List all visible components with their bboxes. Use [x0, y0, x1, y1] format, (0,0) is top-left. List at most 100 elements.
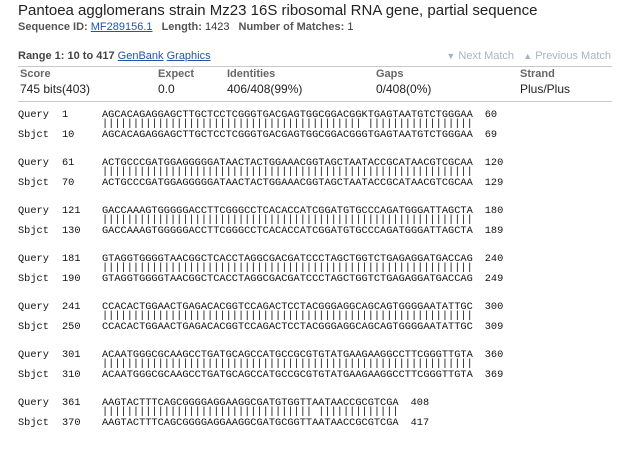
query-start: 121	[62, 205, 81, 217]
query-label: Query	[18, 397, 49, 409]
score-label: Score	[20, 68, 51, 80]
gaps-value: 0/408(0%)	[376, 82, 432, 96]
query-row: Query 1 AGCACAGAGGAGCTTGCTCCTCGGGTGACGAGTG…	[18, 109, 497, 121]
sequence-id-link[interactable]: MF289156.1	[90, 21, 153, 33]
sbjct-sequence: ACAATGGGCGCAAGCCTGATGCAGCCATGCCGCGTGTATG…	[102, 369, 473, 381]
match-line: ||||||||||||||||||||||||||||||||||||||||…	[102, 214, 473, 226]
sbjct-start: 130	[62, 225, 81, 237]
query-label: Query	[18, 349, 49, 361]
identities-value: 406/408(99%)	[227, 82, 303, 96]
query-label: Query	[18, 109, 49, 121]
query-start: 301	[62, 349, 81, 361]
query-label: Query	[18, 157, 49, 169]
range-line: Range 1: 10 to 417 GenBank Graphics	[18, 50, 211, 62]
query-sequence: CCACACTGGAACTGAGACACGGTCCAGACTCCTACGGGAG…	[102, 301, 473, 313]
sbjct-end: 417	[410, 417, 430, 429]
query-row: Query 121 GACCAAAGTGGGGGACCTTCGGGCCTCACACC…	[18, 205, 504, 217]
previous-match-button[interactable]: ▲ Previous Match	[523, 50, 611, 62]
sbjct-row: Sbjct 310 ACAATGGGCGCAAGCCTGATGCAGCCATGCCG…	[18, 369, 503, 381]
match-line: ||||||||||||||||||||||||||||||||||||||||…	[102, 358, 473, 370]
query-row: Query 61 ACTGCCCGATGGAGGGGGATAACTACTGGAAAC…	[18, 157, 504, 169]
sbjct-label: Sbjct	[18, 417, 49, 429]
match-line: |||||||||||||||||||||||||||||||||| |||||…	[102, 406, 399, 418]
next-match-label: Next Match	[458, 50, 515, 62]
query-sequence: ACAATGGGCGCAAGCCTGATGCAGCCATGCCGCGTGTATG…	[102, 349, 473, 361]
triangle-up-icon: ▲	[523, 51, 533, 61]
sbjct-row: Sbjct 370 AAGTACTTTCAGCGGGGAGGAAGGCGATGCGG…	[18, 417, 430, 429]
query-end: 408	[410, 397, 430, 409]
sbjct-start: 70	[62, 177, 75, 189]
sbjct-row: Sbjct 70 ACTGCCCGATGGAGGGGGATAACTACTGGAAAC…	[18, 177, 503, 189]
query-sequence: GACCAAAGTGGGGGACCTTCGGGCCTCACACCATCGGATG…	[102, 205, 473, 217]
query-end: 360	[484, 349, 504, 361]
query-label: Query	[18, 253, 49, 265]
query-start: 181	[62, 253, 81, 265]
sbjct-sequence: ACTGCCCGATGGAGGGGGATAACTACTGGAAACGGTAGCT…	[102, 177, 473, 189]
expect-label: Expect	[158, 68, 195, 80]
query-end: 300	[484, 301, 504, 313]
sbjct-end: 69	[484, 129, 498, 141]
sbjct-label: Sbjct	[18, 129, 49, 141]
match-row: |||||||||||||||||||||||||||||||||| |||||…	[18, 406, 399, 418]
strand-cell: Strand Plus/Plus	[520, 68, 570, 96]
match-line: ||||||||||||||||||||||||||||||||||||||||…	[102, 310, 473, 322]
sbjct-label: Sbjct	[18, 177, 49, 189]
sbjct-sequence: CCACACTGGAACTGAGACACGGTCCAGACTCCTACGGGAG…	[102, 321, 473, 333]
sbjct-sequence: AAGTACTTTCAGCGGGGAGGAAGGCGATGCGGTTAATAAC…	[102, 417, 399, 429]
sbjct-row: Sbjct 250 CCACACTGGAACTGAGACACGGTCCAGACTCC…	[18, 321, 503, 333]
sbjct-end: 249	[484, 273, 504, 285]
sbjct-row: Sbjct 10 AGCACAGAGGAGCTTGCTCCTCGGGTGACGAGT…	[18, 129, 498, 141]
triangle-down-icon: ▼	[446, 51, 456, 61]
score-value: 745 bits(403)	[20, 82, 91, 96]
expect-value: 0.0	[158, 82, 175, 96]
sbjct-start: 10	[62, 129, 75, 141]
gaps-cell: Gaps 0/408(0%)	[376, 68, 431, 96]
match-nav: ▼ Next Match ▲ Previous Match	[446, 50, 611, 62]
page-title: Pantoea agglomerans strain Mz23 16S ribo…	[18, 2, 538, 19]
length-value: 1423	[204, 21, 230, 33]
identities-cell: Identities 406/408(99%)	[227, 68, 302, 96]
matches-label: Number of Matches:	[238, 21, 345, 33]
query-sequence: GTAGGTGGGGTAACGGCTCACCTAGGCGACGATCCCTAGC…	[102, 253, 473, 265]
previous-match-label: Previous Match	[535, 50, 611, 62]
match-row: ||||||||||||||||||||||||||||||||||||||||…	[18, 263, 473, 274]
query-row: Query 361 AAGTACTTTCAGCGGGGAGGAAGGCGATGTGG…	[18, 397, 430, 409]
strand-label: Strand	[520, 68, 555, 80]
query-sequence: AAGTACTTTCAGCGGGGAGGAAGGCGATGTGGTTAATAAC…	[102, 397, 399, 409]
sbjct-sequence: AGCACAGAGGAGCTTGCTCCTCGGGTGACGAGTGGCGGAC…	[102, 129, 473, 141]
query-sequence: AGCACAGAGGAGCTTGCTCCTCGGGTGACGAGTGGCGGAC…	[102, 109, 473, 121]
range-label: Range 1: 10 to 417	[18, 50, 115, 62]
query-label: Query	[18, 205, 49, 217]
match-row: ||||||||||||||||||||||||||||||||||||||||…	[18, 214, 473, 226]
sbjct-row: Sbjct 130 GACCAAAGTGGGGGACCTTCGGGCCTCACACC…	[18, 225, 503, 237]
sbjct-sequence: GACCAAAGTGGGGGACCTTCGGGCCTCACACCATCGGATG…	[102, 225, 473, 237]
next-match-button[interactable]: ▼ Next Match	[446, 50, 514, 62]
sbjct-sequence: GTAGGTGGGGTAACGGCTCACCTAGGCGACGATCCCTAGC…	[102, 273, 473, 285]
matches-value: 1	[347, 21, 354, 33]
strand-value: Plus/Plus	[520, 82, 571, 96]
sbjct-start: 310	[62, 369, 81, 381]
query-end: 180	[484, 205, 504, 217]
query-start: 1	[62, 109, 69, 121]
query-start: 361	[62, 397, 81, 409]
sbjct-label: Sbjct	[18, 225, 49, 237]
query-row: Query 241 CCACACTGGAACTGAGACACGGTCCAGACTCC…	[18, 301, 504, 313]
length-label: Length:	[161, 21, 202, 33]
sbjct-label: Sbjct	[18, 321, 49, 333]
match-line: ||||||||||||||||||||||||||||||||||||||||…	[102, 118, 473, 130]
query-start: 241	[62, 301, 81, 313]
sbjct-start: 370	[62, 417, 81, 429]
gaps-label: Gaps	[376, 68, 404, 80]
alignment-stats: Score 745 bits(403) Expect 0.0 Identitie…	[18, 66, 612, 102]
match-line: ||||||||||||||||||||||||||||||||||||||||…	[102, 166, 473, 178]
query-sequence: ACTGCCCGATGGAGGGGGATAACTACTGGAAACGGTAGCT…	[102, 157, 473, 169]
query-start: 61	[62, 157, 75, 169]
sbjct-label: Sbjct	[18, 369, 49, 381]
genbank-link[interactable]: GenBank	[117, 50, 164, 62]
match-row: ||||||||||||||||||||||||||||||||||||||||…	[18, 310, 473, 322]
query-end: 120	[484, 157, 504, 169]
sequence-meta: Sequence ID: MF289156.1 Length: 1423 Num…	[18, 21, 353, 33]
graphics-link[interactable]: Graphics	[166, 50, 211, 62]
query-label: Query	[18, 301, 49, 313]
query-row: Query 181 GTAGGTGGGGTAACGGCTCACCTAGGCGACGA…	[18, 253, 503, 265]
